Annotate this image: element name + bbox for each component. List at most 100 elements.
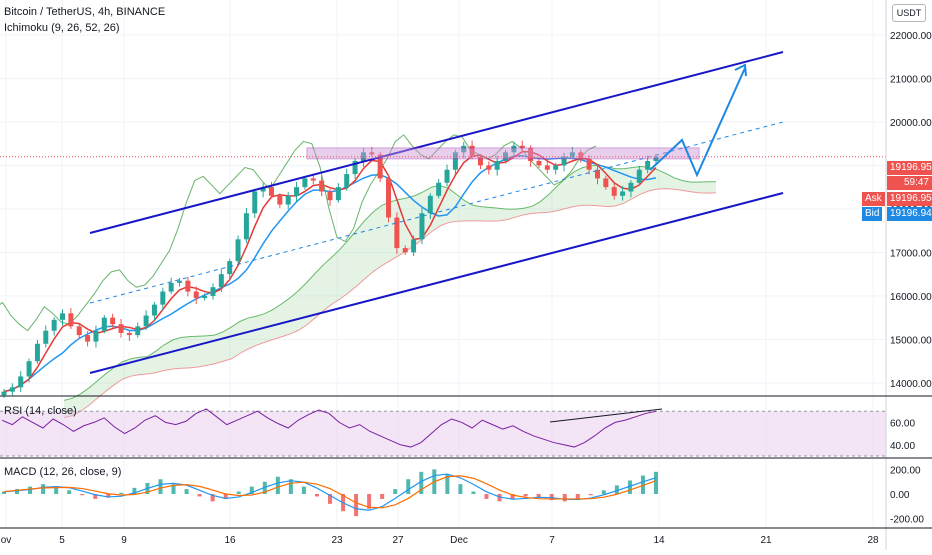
candle-body (352, 161, 358, 175)
candle-body (344, 174, 350, 188)
candle-body (586, 158, 592, 170)
candle-body (218, 274, 224, 288)
macd-histogram-bar (419, 471, 424, 494)
macd-histogram-bar (197, 494, 202, 497)
time-tick-label: 7 (549, 535, 555, 546)
cloud-fill (64, 165, 716, 418)
candle-body (227, 261, 233, 275)
candle-body (394, 217, 400, 249)
rsi-line (1, 408, 657, 448)
candle-body (427, 195, 433, 214)
macd-histogram-bar (119, 492, 124, 494)
resistance-zone (306, 147, 700, 160)
candle-body (620, 191, 626, 196)
macd-line (3, 473, 657, 511)
candle-body (377, 154, 383, 179)
macd-histogram-bar (106, 494, 111, 498)
drawings (0, 51, 886, 374)
macd-histogram-bar (614, 485, 619, 494)
macd-histogram-bar (627, 480, 632, 494)
macd-histogram-bar (301, 486, 306, 494)
candle-body (503, 152, 509, 162)
candle-body (243, 213, 249, 240)
candle-body (603, 178, 609, 188)
candle-body (411, 239, 417, 253)
price-tick-label: 22000.00 (890, 31, 932, 42)
macd-histogram-bar (2, 491, 6, 494)
projection-arrowhead (734, 63, 747, 77)
candle-body (536, 161, 542, 166)
candle-body (60, 313, 66, 320)
price-tick-label: 14000.00 (890, 379, 932, 390)
candle-body (34, 343, 40, 362)
macd-tick-label: 200.00 (890, 465, 921, 476)
candle-body (26, 361, 32, 377)
candle-body (369, 152, 375, 155)
time-tick-label: 9 (121, 535, 127, 546)
candle-body (310, 178, 316, 181)
macd-histogram-bar (223, 494, 228, 499)
macd-histogram-bar (523, 494, 528, 497)
chikou-line (0, 134, 597, 332)
candle-body (126, 332, 132, 336)
macd-histogram-bar (549, 494, 554, 501)
rsi-pane (0, 408, 886, 457)
candle-body (561, 156, 567, 166)
macd-histogram-bar (54, 486, 59, 494)
symbol-title: Bitcoin / TetherUS, 4h, BINANCE (4, 6, 166, 18)
bid-label: Bid (862, 207, 883, 221)
candle-body (9, 387, 15, 392)
price-tick-label: 17000.00 (890, 248, 932, 259)
candle-body (511, 145, 517, 153)
candle-body (653, 156, 659, 162)
macd-histogram-bar (288, 479, 293, 494)
price-tick-label: 16000.00 (890, 292, 932, 303)
ask-price-tag: 19196.95 (887, 192, 932, 206)
macd-histogram-bar (471, 491, 476, 494)
time-tick-label: 14 (653, 535, 665, 546)
macd-histogram-bar (654, 471, 658, 494)
macd-histogram-bar (314, 494, 319, 497)
candle-body (519, 145, 525, 148)
candle-body (594, 169, 600, 179)
macd-histogram-bar (132, 487, 137, 494)
price-tick-label: 20000.00 (890, 118, 932, 129)
price-tick-label: 15000.00 (890, 335, 932, 346)
macd-histogram-bar (67, 490, 72, 494)
candle-body (544, 165, 550, 170)
candle-body (636, 169, 642, 183)
channel-lower-line (89, 192, 784, 374)
candle-body (160, 291, 166, 305)
candle-body (419, 213, 425, 240)
macd-histogram-bar (354, 494, 359, 517)
candle-body (569, 152, 575, 157)
ichimoku-legend[interactable]: Ichimoku (9, 26, 52, 26) (4, 22, 120, 34)
channel-upper-line (89, 51, 784, 234)
time-tick-label: 21 (760, 535, 772, 546)
macd-legend[interactable]: MACD (12, 26, close, 9) (4, 466, 122, 478)
rsi-tick-label: 60.00 (890, 418, 915, 429)
candle-body (143, 315, 149, 327)
candle-body (319, 180, 325, 192)
candle-body (611, 187, 617, 196)
macd-histogram-bar (210, 494, 215, 502)
rsi-legend[interactable]: RSI (14, close) (4, 405, 77, 417)
countdown-tag: 59:47 (887, 176, 932, 190)
candle-body (335, 187, 341, 201)
candle-body (193, 291, 199, 299)
macd-histogram-bar (328, 494, 332, 504)
candle-body (252, 191, 258, 214)
candle-body (51, 319, 57, 331)
currency-button[interactable]: USDT (892, 4, 926, 22)
candle-body (553, 165, 559, 170)
candle-body (177, 280, 183, 283)
macd-histogram-bar (484, 494, 489, 499)
macd-histogram-bar (80, 494, 85, 496)
macd-histogram-bar (380, 494, 385, 499)
macd-histogram-bar (15, 489, 20, 494)
macd-histogram-bar (158, 479, 163, 494)
candle-body (645, 161, 651, 170)
candle-body (202, 295, 208, 299)
candle-body (628, 182, 634, 192)
candle-body (185, 280, 191, 292)
